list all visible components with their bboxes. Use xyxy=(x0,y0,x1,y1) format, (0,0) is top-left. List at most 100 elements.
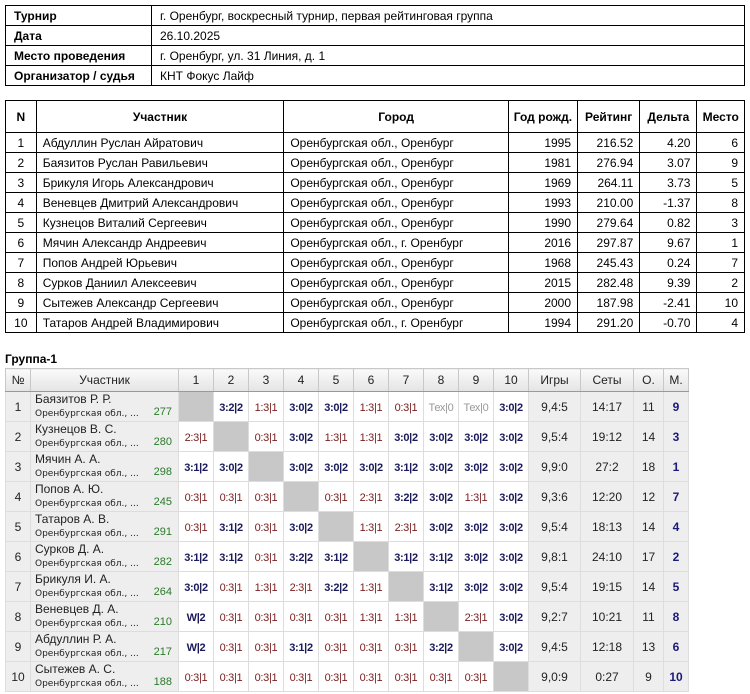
player-birth-year: 1993 xyxy=(507,192,579,213)
player-delta: -0.70 xyxy=(639,312,698,333)
crosstable-header: 4 xyxy=(283,368,319,392)
match-score: 1:3|1 xyxy=(359,521,383,534)
match-score: 3:0|2 xyxy=(499,491,523,504)
tournament-info-table: Турнир г. Оренбург, воскресный турнир, пе… xyxy=(5,5,745,86)
player-delta: -1.37 xyxy=(639,192,698,213)
player-rating: 282.48 xyxy=(577,272,641,293)
participant-city: Оренбургская обл., ... xyxy=(35,588,139,599)
match-result-cell: 0:3|1 xyxy=(248,421,284,452)
participant-rating: 298 xyxy=(153,466,172,478)
participant-name: Кузнецов В. С. xyxy=(35,421,117,436)
match-result-cell: 3:1|2 xyxy=(423,541,459,572)
info-label: Место проведения xyxy=(5,45,152,66)
match-result-cell: 0:3|1 xyxy=(458,661,494,692)
participant-rating: 291 xyxy=(153,526,172,538)
participant-cell: Абдуллин Р. А. Оренбургская обл., ... 217 xyxy=(30,631,179,662)
match-score: 3:0|2 xyxy=(289,521,313,534)
player-rating: 210.00 xyxy=(577,192,641,213)
player-number: 9 xyxy=(5,292,37,313)
match-result-cell: 3:0|2 xyxy=(423,481,459,512)
row-number: 4 xyxy=(5,481,31,512)
participant-cell: Сурков Д. А. Оренбургская обл., ... 282 xyxy=(30,541,179,572)
participant-city: Оренбургская обл., ... xyxy=(35,618,139,629)
match-result-cell: 3:0|2 xyxy=(458,511,494,542)
player-birth-year: 2016 xyxy=(507,232,579,253)
points-total: 14 xyxy=(633,421,664,452)
match-result-cell: 0:3|1 xyxy=(283,661,319,692)
match-result-cell: Тех|0 xyxy=(458,391,494,422)
match-result-cell: 3:1|2 xyxy=(318,541,354,572)
match-result-cell: 0:3|1 xyxy=(248,541,284,572)
match-result-cell: 3:1|2 xyxy=(213,541,249,572)
match-result-cell: 0:3|1 xyxy=(248,481,284,512)
match-score: 1:3|1 xyxy=(394,611,418,624)
participant-name: Баязитов Р. Р. xyxy=(35,391,112,406)
match-score: 3:2|2 xyxy=(394,491,418,504)
final-place: 9 xyxy=(663,391,689,422)
match-result-cell: 1:3|1 xyxy=(353,601,389,632)
match-score: 3:0|2 xyxy=(464,461,488,474)
points-total: 14 xyxy=(633,571,664,602)
points-total: 14 xyxy=(633,511,664,542)
table-row: 3 Брикуля Игорь Александрович Оренбургская… xyxy=(5,172,745,193)
match-result-cell: 1:3|1 xyxy=(458,481,494,512)
match-score: 1:3|1 xyxy=(359,581,383,594)
player-name: Мячин Александр Андреевич xyxy=(35,232,285,253)
match-score: 3:0|2 xyxy=(324,401,348,414)
match-score: 2:3|1 xyxy=(184,431,208,444)
match-score: 3:0|2 xyxy=(464,581,488,594)
player-place: 2 xyxy=(696,272,745,293)
match-result-cell: 3:0|2 xyxy=(493,421,529,452)
participant-rating: 264 xyxy=(153,586,172,598)
match-result-cell: 3:0|2 xyxy=(178,571,214,602)
match-result-cell: 3:0|2 xyxy=(423,511,459,542)
match-result-cell: W|2 xyxy=(178,601,214,632)
sets-total: 27:2 xyxy=(580,451,634,482)
table-row: 9 Сытежев Александр Сергеевич Оренбургская… xyxy=(5,292,745,313)
player-rating: 279.64 xyxy=(577,212,641,233)
match-result-cell: 3:2|2 xyxy=(318,571,354,602)
player-number: 1 xyxy=(5,132,37,153)
match-score: 0:3|1 xyxy=(254,611,278,624)
self-cell xyxy=(458,631,494,662)
match-score: 3:0|2 xyxy=(499,521,523,534)
group-title: Группа-1 xyxy=(5,352,58,366)
participants-header: Город xyxy=(283,100,509,133)
points-total: 12 xyxy=(633,481,664,512)
self-cell xyxy=(283,481,319,512)
participant-city: Оренбургская обл., ... xyxy=(35,468,139,479)
games-total: 9,4:5 xyxy=(528,631,581,662)
row-number: 8 xyxy=(5,601,31,632)
match-score: 0:3|1 xyxy=(254,641,278,654)
match-score: 0:3|1 xyxy=(289,611,313,624)
match-result-cell: 3:1|2 xyxy=(423,571,459,602)
match-score: 0:3|1 xyxy=(184,671,208,684)
match-score: 3:0|2 xyxy=(499,401,523,414)
row-number: 10 xyxy=(5,661,31,692)
games-total: 9,5:4 xyxy=(528,421,581,452)
match-score: 3:1|2 xyxy=(429,551,453,564)
match-result-cell: 1:3|1 xyxy=(353,571,389,602)
row-number: 5 xyxy=(5,511,31,542)
match-result-cell: 3:1|2 xyxy=(283,631,319,662)
match-result-cell: 0:3|1 xyxy=(248,511,284,542)
match-result-cell: 3:0|2 xyxy=(458,541,494,572)
match-result-cell: 3:0|2 xyxy=(353,451,389,482)
match-result-cell: 0:3|1 xyxy=(213,601,249,632)
info-label: Турнир xyxy=(5,5,152,26)
player-number: 5 xyxy=(5,212,37,233)
self-cell xyxy=(353,541,389,572)
match-score: 0:3|1 xyxy=(219,641,243,654)
row-number: 3 xyxy=(5,451,31,482)
info-value: г. Оренбург, воскресный турнир, первая р… xyxy=(151,5,745,26)
self-cell xyxy=(213,421,249,452)
match-score: 1:3|1 xyxy=(359,401,383,414)
crosstable-header: 9 xyxy=(458,368,494,392)
info-row: Турнир г. Оренбург, воскресный турнир, пе… xyxy=(5,5,745,26)
participant-name: Сурков Д. А. xyxy=(35,541,105,556)
player-birth-year: 1968 xyxy=(507,252,579,273)
match-score: 3:0|2 xyxy=(464,551,488,564)
match-score: 3:0|2 xyxy=(429,491,453,504)
info-value: г. Оренбург, ул. 31 Линия, д. 1 xyxy=(151,45,745,66)
player-birth-year: 2015 xyxy=(507,272,579,293)
